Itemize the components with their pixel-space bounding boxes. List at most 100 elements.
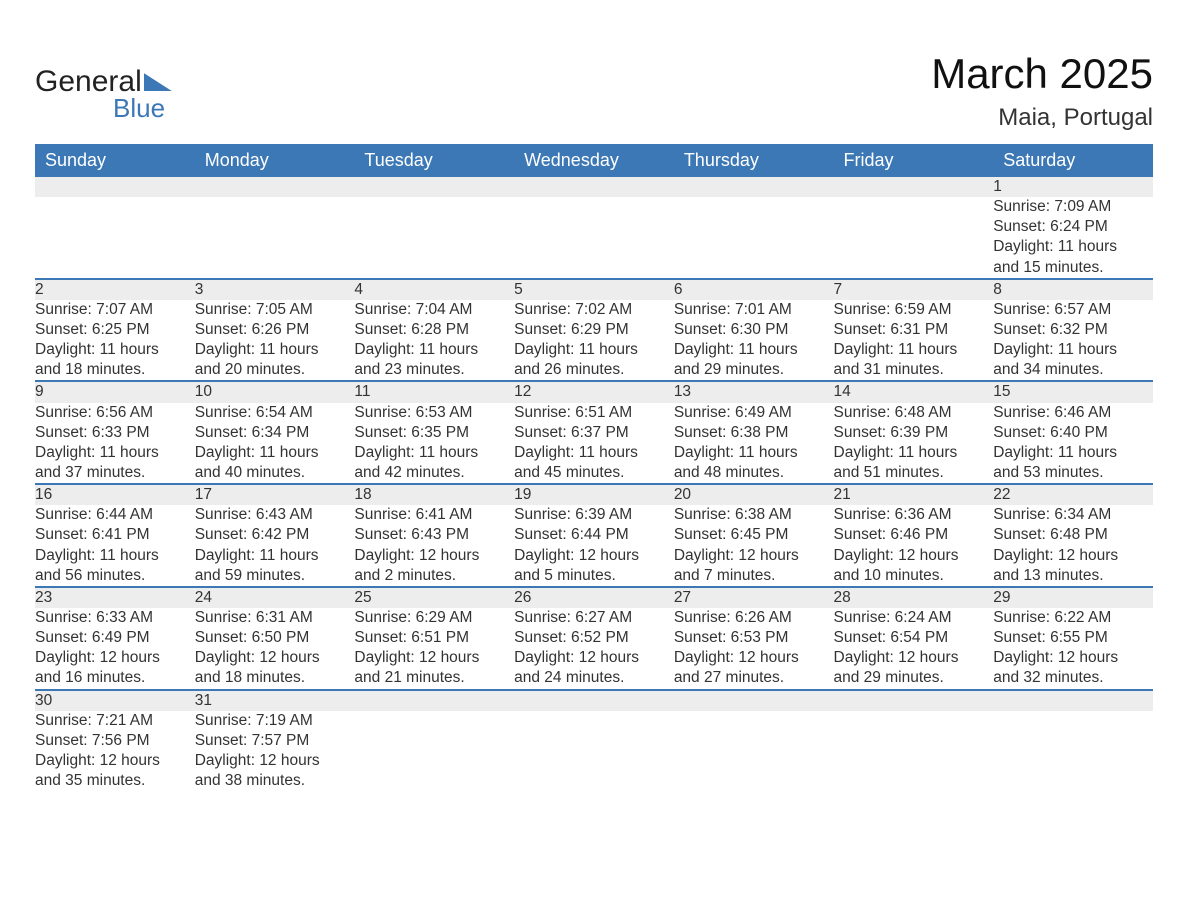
day-number: 14 [834, 382, 994, 402]
day-data-cell [195, 237, 355, 257]
day-data-cell [834, 197, 994, 217]
day-data-cell: Sunset: 6:35 PM [354, 423, 514, 443]
day-data-cell: Sunset: 6:50 PM [195, 628, 355, 648]
day-number: 27 [674, 588, 834, 608]
day-data-cell [993, 751, 1153, 771]
day-data-cell: Sunset: 6:51 PM [354, 628, 514, 648]
day-data-cell: and 21 minutes. [354, 668, 514, 689]
day-data-cell: Sunrise: 6:51 AM [514, 403, 674, 423]
day-data-row: and 16 minutes.and 18 minutes.and 21 min… [35, 668, 1153, 689]
daynum-row: 2345678 [35, 280, 1153, 300]
day-data-cell: Sunset: 6:25 PM [35, 320, 195, 340]
day-number [514, 691, 674, 711]
day-data-row: Sunset: 6:49 PMSunset: 6:50 PMSunset: 6:… [35, 628, 1153, 648]
day-data-cell: Daylight: 12 hours [354, 546, 514, 566]
dow-header: Monday [195, 144, 355, 177]
location: Maia, Portugal [931, 104, 1153, 132]
day-data-cell [35, 217, 195, 237]
day-data-cell: Sunrise: 6:29 AM [354, 608, 514, 628]
day-data-cell [834, 731, 994, 751]
day-data-row: Sunrise: 6:33 AMSunrise: 6:31 AMSunrise:… [35, 608, 1153, 628]
day-data-cell: Daylight: 11 hours [674, 340, 834, 360]
day-data-cell: and 29 minutes. [834, 668, 994, 689]
day-data-cell [834, 771, 994, 791]
day-data-cell [35, 258, 195, 279]
day-data-cell: Sunset: 6:55 PM [993, 628, 1153, 648]
day-data-row: Daylight: 11 hoursDaylight: 11 hoursDayl… [35, 340, 1153, 360]
day-data-cell: and 32 minutes. [993, 668, 1153, 689]
day-data-cell [354, 258, 514, 279]
day-data-row: and 37 minutes.and 40 minutes.and 42 min… [35, 463, 1153, 484]
day-data-cell [834, 711, 994, 731]
day-data-cell: Sunset: 6:54 PM [834, 628, 994, 648]
day-data-cell: Sunrise: 6:33 AM [35, 608, 195, 628]
day-data-cell: Sunrise: 6:38 AM [674, 505, 834, 525]
day-data-cell: Sunset: 6:45 PM [674, 525, 834, 545]
dow-header: Sunday [35, 144, 195, 177]
day-data-cell: and 45 minutes. [514, 463, 674, 484]
dow-header: Wednesday [514, 144, 674, 177]
day-data-cell: Daylight: 11 hours [834, 340, 994, 360]
day-number: 20 [674, 485, 834, 505]
dow-header: Tuesday [354, 144, 514, 177]
day-data-cell: and 42 minutes. [354, 463, 514, 484]
day-number [354, 691, 514, 711]
day-data-cell [834, 751, 994, 771]
day-data-cell: Sunrise: 7:01 AM [674, 300, 834, 320]
day-number: 6 [674, 280, 834, 300]
day-data-cell: Sunrise: 6:41 AM [354, 505, 514, 525]
day-data-cell: Sunset: 6:42 PM [195, 525, 355, 545]
day-number: 10 [195, 382, 355, 402]
day-number: 26 [514, 588, 674, 608]
day-data-cell: Sunset: 6:49 PM [35, 628, 195, 648]
day-data-cell: Daylight: 11 hours [195, 546, 355, 566]
day-data-row: Sunrise: 7:09 AM [35, 197, 1153, 217]
day-data-cell [674, 731, 834, 751]
day-number: 23 [35, 588, 195, 608]
day-data-cell: and 40 minutes. [195, 463, 355, 484]
day-number: 4 [354, 280, 514, 300]
day-data-cell: and 10 minutes. [834, 566, 994, 587]
day-data-cell: Sunset: 6:43 PM [354, 525, 514, 545]
day-data-cell: Daylight: 11 hours [35, 340, 195, 360]
day-data-cell: and 56 minutes. [35, 566, 195, 587]
day-data-cell: Daylight: 12 hours [674, 648, 834, 668]
day-data-cell: Sunrise: 7:07 AM [35, 300, 195, 320]
day-data-cell [195, 197, 355, 217]
day-data-cell: and 29 minutes. [674, 360, 834, 381]
day-number [834, 177, 994, 197]
day-data-row: and 15 minutes. [35, 258, 1153, 279]
day-data-cell: Sunrise: 6:26 AM [674, 608, 834, 628]
day-data-cell [674, 711, 834, 731]
day-number: 24 [195, 588, 355, 608]
day-data-cell [834, 217, 994, 237]
dow-header-row: SundayMondayTuesdayWednesdayThursdayFrid… [35, 144, 1153, 177]
day-data-cell [834, 258, 994, 279]
day-data-cell: and 23 minutes. [354, 360, 514, 381]
day-data-cell: Sunrise: 7:19 AM [195, 711, 355, 731]
day-data-cell: Daylight: 12 hours [834, 648, 994, 668]
day-number: 31 [195, 691, 355, 711]
day-data-cell: Sunrise: 6:53 AM [354, 403, 514, 423]
day-number: 1 [993, 177, 1153, 197]
day-data-cell: Daylight: 11 hours [35, 443, 195, 463]
day-data-cell: Sunrise: 7:02 AM [514, 300, 674, 320]
day-data-cell [514, 237, 674, 257]
day-data-cell: Sunrise: 6:24 AM [834, 608, 994, 628]
day-number: 11 [354, 382, 514, 402]
day-data-cell [674, 771, 834, 791]
day-data-cell [674, 258, 834, 279]
day-data-cell: Daylight: 12 hours [195, 751, 355, 771]
day-data-cell: Daylight: 11 hours [195, 443, 355, 463]
day-data-cell: and 51 minutes. [834, 463, 994, 484]
day-data-cell [354, 237, 514, 257]
day-data-cell: Sunset: 6:44 PM [514, 525, 674, 545]
day-data-row: Sunrise: 7:07 AMSunrise: 7:05 AMSunrise:… [35, 300, 1153, 320]
daynum-row: 1 [35, 177, 1153, 197]
day-number [993, 691, 1153, 711]
logo-triangle-icon [144, 73, 172, 91]
day-number: 2 [35, 280, 195, 300]
day-number: 30 [35, 691, 195, 711]
day-data-cell: Sunset: 6:39 PM [834, 423, 994, 443]
day-data-cell [674, 237, 834, 257]
